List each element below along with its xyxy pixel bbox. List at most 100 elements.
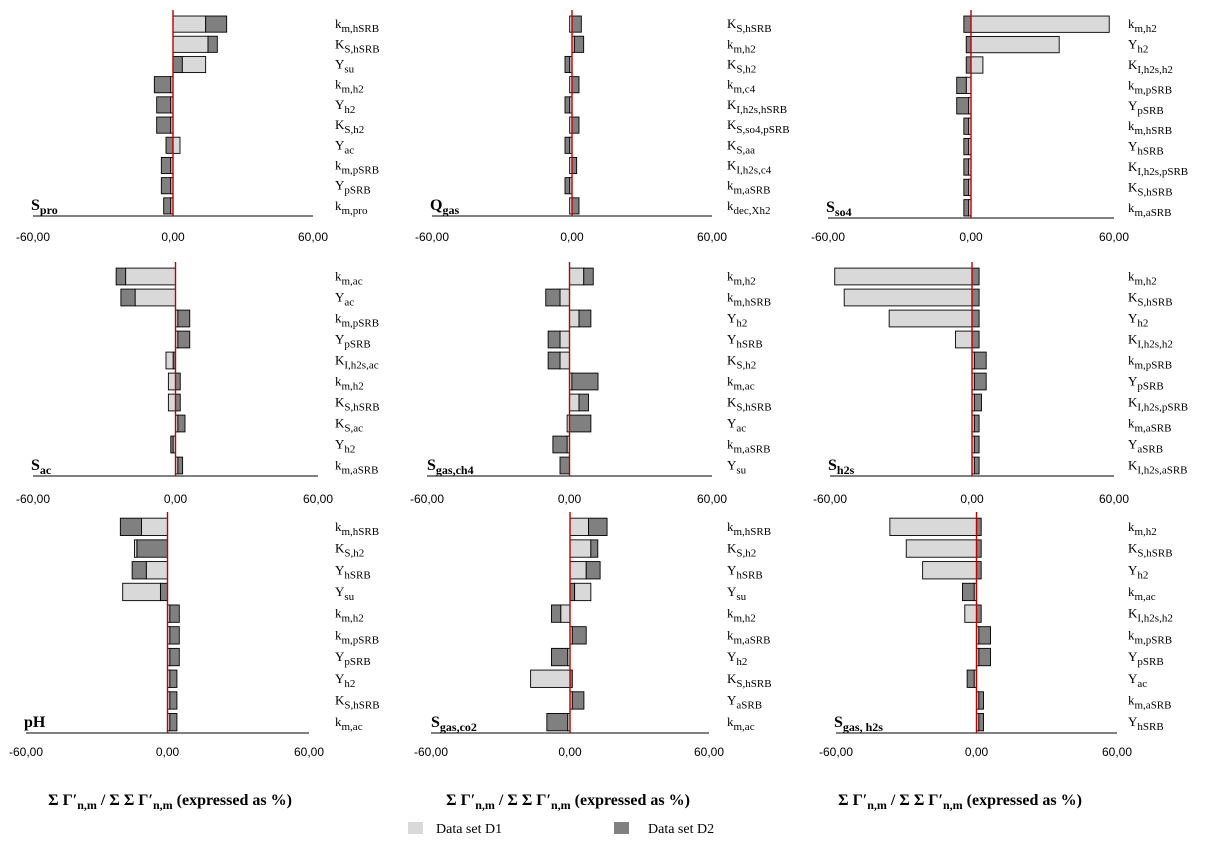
parameter-label: YpSRB	[1128, 649, 1164, 668]
tick-label: 0,00	[558, 492, 582, 506]
parameter-label: kdec,Xh2	[727, 198, 770, 217]
bar-d1	[922, 561, 977, 580]
bar-d1	[888, 309, 973, 328]
chart-panel: km,h2 KS,hSRB Yh2 km,ac KI,h2s,h2 km,pSRB YpSR…	[819, 512, 1173, 759]
parameter-label: Yh2	[1128, 37, 1148, 56]
panel-title: Sh2s	[828, 457, 855, 477]
tick-label: -60,00	[9, 745, 43, 759]
bar-d2	[963, 178, 970, 197]
parameter-label: KS,hSRB	[727, 395, 772, 414]
parameter-label: km,c4	[727, 77, 756, 96]
parameter-label: KS,aa	[727, 137, 755, 156]
parameter-label: KI,h2s,hSRB	[727, 97, 787, 116]
bar-d1	[559, 288, 570, 307]
x-axis-label: Σ Γ′n,m / Σ Σ Γ′n,m (expressed as %)	[838, 792, 1082, 812]
bar-d1	[530, 669, 571, 688]
bar-d2	[583, 267, 594, 286]
tick-label: -60,00	[813, 492, 847, 506]
bar-d2	[978, 713, 984, 732]
bar-d2	[588, 517, 608, 536]
tick-label: 60,00	[1102, 745, 1132, 759]
parameter-label: km,ac	[335, 714, 363, 733]
parameter-label: km,aSRB	[727, 178, 770, 197]
bar-d2	[590, 539, 599, 558]
bar-d2	[976, 539, 982, 558]
x-axis-label: Σ Γ′n,m / Σ Σ Γ′n,m (expressed as %)	[446, 792, 690, 812]
parameter-label: KS,so4,pSRB	[727, 117, 790, 136]
bar-d1	[141, 517, 168, 536]
parameter-label: YpSRB	[335, 649, 371, 668]
bar-d2	[172, 55, 183, 74]
parameter-label: YhSRB	[1128, 714, 1164, 733]
bar-d2	[571, 116, 580, 134]
bar-d2	[971, 288, 980, 307]
bar-d1	[134, 288, 176, 307]
parameter-label: km,h2	[1128, 16, 1157, 35]
parameter-label: Yac	[335, 137, 354, 156]
parameter-label: YpSRB	[1128, 374, 1164, 393]
parameter-label: km,ac	[335, 269, 363, 288]
bar-d2	[973, 351, 987, 370]
parameter-label: KI,h2s,c4	[727, 158, 772, 177]
parameter-label: km,hSRB	[727, 290, 771, 309]
bar-d2	[177, 309, 191, 328]
parameter-label: km,h2	[335, 77, 364, 96]
bar-d2	[978, 691, 984, 710]
legend-swatch-d1	[408, 822, 423, 834]
bar-d2	[153, 76, 172, 94]
parameter-label: KS,hSRB	[1128, 290, 1173, 309]
bar-d1	[165, 351, 174, 370]
bar-d2	[545, 288, 561, 307]
bar-d2	[564, 55, 571, 74]
bar-d1	[970, 35, 1060, 54]
parameter-label: YpSRB	[335, 178, 371, 197]
parameter-label: Yh2	[1128, 562, 1148, 581]
parameter-label: km,h2	[727, 36, 756, 55]
parameter-label: KS,h2	[727, 57, 756, 76]
bar-d2	[973, 372, 987, 391]
bar-d2	[547, 351, 561, 370]
parameter-label: km,pSRB	[335, 627, 379, 646]
bar-d2	[175, 393, 181, 412]
panel-title: Sso4	[826, 199, 852, 219]
bar-d1	[843, 288, 973, 307]
tick-label: 0,00	[164, 492, 188, 506]
parameter-label: KI,h2s,pSRB	[1128, 159, 1188, 178]
parameter-label: Ysu	[335, 584, 355, 603]
parameter-label: km,aSRB	[1128, 416, 1171, 435]
parameter-label: Yh2	[335, 97, 355, 116]
bar-d2	[956, 97, 970, 115]
bar-d2	[571, 372, 599, 391]
parameter-label: km,ac	[727, 374, 755, 393]
parameter-label: KI,h2s,h2	[1128, 332, 1173, 351]
tick-label: 60,00	[1099, 230, 1129, 244]
bar-d2	[578, 393, 589, 412]
parameter-label: Yh2	[727, 649, 747, 668]
bar-d2	[585, 561, 601, 580]
panel-title: Sgas, h2s	[834, 714, 883, 734]
bar-d2	[962, 582, 975, 602]
bar-d2	[175, 372, 181, 391]
parameter-label: km,h2	[1128, 269, 1157, 288]
bar-d2	[976, 604, 982, 623]
bar-d2	[971, 330, 980, 349]
tick-label: 60,00	[694, 745, 724, 759]
parameter-label: km,ac	[727, 714, 755, 733]
bar-d2	[564, 177, 571, 195]
parameter-label: km,pSRB	[335, 311, 379, 330]
tick-label: 60,00	[697, 230, 727, 244]
bar-d2	[551, 604, 562, 623]
legend: Data set D1 Data set D2	[408, 822, 714, 837]
bar-d2	[131, 561, 147, 580]
parameter-label: km,pSRB	[1128, 77, 1172, 96]
bar-d2	[571, 626, 587, 645]
parameter-label: YpSRB	[1128, 98, 1164, 117]
bar-d2	[170, 435, 174, 454]
bar-d2	[552, 435, 568, 454]
tick-label: -60,00	[819, 745, 853, 759]
parameter-label: km,pSRB	[1128, 627, 1172, 646]
panel-title: Sgas,co2	[431, 714, 477, 734]
